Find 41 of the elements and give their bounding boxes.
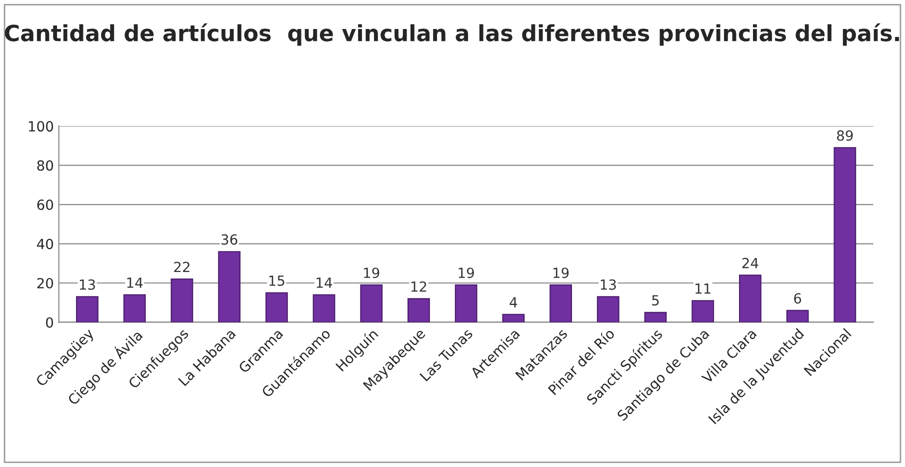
bar <box>454 284 478 322</box>
bar <box>312 294 336 322</box>
data-label: 19 <box>458 268 474 278</box>
data-label: 22 <box>174 262 190 272</box>
y-tick-label: 60 <box>37 200 54 210</box>
bar <box>360 284 383 322</box>
bar <box>408 298 430 322</box>
data-label: 19 <box>553 268 569 278</box>
bar <box>738 274 762 322</box>
bar <box>502 314 525 322</box>
y-tick-label: 20 <box>37 278 54 288</box>
data-label: 19 <box>364 268 380 278</box>
data-label: 14 <box>316 278 332 288</box>
bar <box>76 296 98 322</box>
y-tick-label: 80 <box>37 160 54 171</box>
data-label: 12 <box>411 281 426 292</box>
bar <box>123 294 146 322</box>
bar <box>786 310 809 322</box>
data-label: 13 <box>80 279 95 290</box>
bar <box>692 300 714 322</box>
y-tick-label: 100 <box>28 121 54 132</box>
data-label: 36 <box>222 234 238 245</box>
bar <box>170 278 194 322</box>
data-label: 5 <box>652 295 659 306</box>
bar <box>218 251 241 322</box>
bar <box>596 296 620 322</box>
y-tick-label: 40 <box>36 238 54 250</box>
data-label: 6 <box>794 293 802 304</box>
bar <box>644 312 667 322</box>
data-label: 14 <box>127 278 143 288</box>
data-label: 15 <box>269 276 284 286</box>
data-label: 24 <box>742 258 758 268</box>
data-label: 13 <box>600 279 616 290</box>
chart-title: Cantidad de artículos que vinculan a las diferentes provincias del país. <box>4 23 899 46</box>
y-tick-label: 0 <box>46 317 54 328</box>
bar <box>265 292 288 322</box>
bar <box>834 147 856 322</box>
data-label: 4 <box>510 297 518 308</box>
data-label: 89 <box>837 130 853 141</box>
bar <box>550 284 572 322</box>
data-label: 11 <box>696 283 710 294</box>
